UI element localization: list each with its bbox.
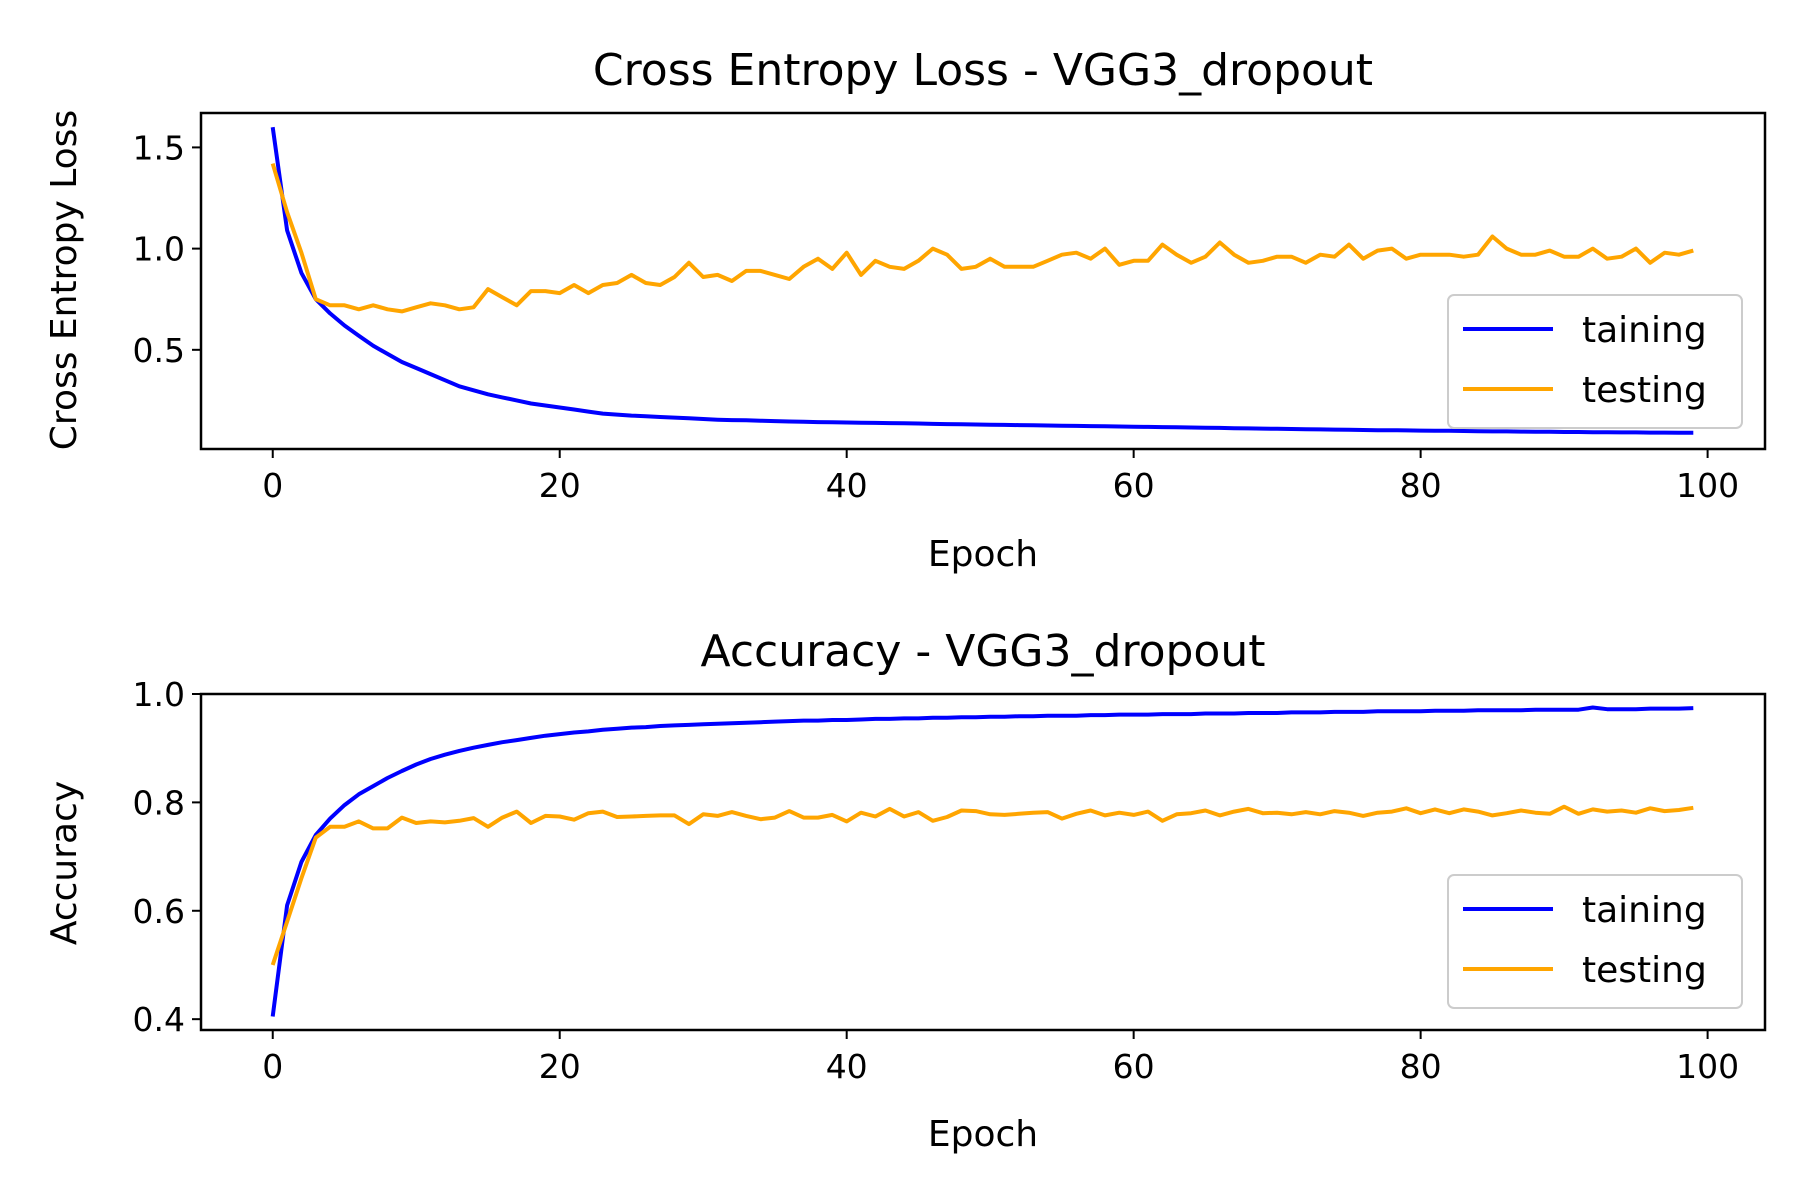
y-tick-label: 1.0 — [133, 675, 185, 714]
x-tick-label: 80 — [1400, 466, 1442, 505]
y-tick-label: 0.5 — [133, 331, 185, 370]
x-axis-label: Epoch — [928, 1114, 1038, 1155]
x-tick-label: 20 — [539, 1047, 581, 1086]
x-tick-label: 0 — [262, 466, 283, 505]
x-tick-label: 100 — [1676, 1047, 1739, 1086]
x-tick-label: 20 — [539, 466, 581, 505]
y-tick-label: 1.5 — [133, 128, 185, 167]
x-tick-label: 60 — [1113, 466, 1155, 505]
x-ticks: 0 20 40 60 80 100 — [262, 1030, 1739, 1086]
x-tick-label: 40 — [826, 1047, 868, 1086]
plot-frame — [199, 111, 1767, 451]
chart-title: Cross Entropy Loss - VGG3_dropout — [593, 45, 1373, 96]
y-ticks: 0.5 1.0 1.5 — [133, 128, 201, 370]
legend: taining testing — [1447, 294, 1743, 429]
y-tick-label: 0.4 — [133, 1000, 185, 1039]
x-tick-label: 80 — [1400, 1047, 1442, 1086]
legend-label-testing: testing — [1582, 370, 1707, 411]
legend-label-testing: testing — [1582, 950, 1707, 991]
series-line-taining — [270, 126, 1694, 435]
y-ticks: 0.4 0.6 0.8 1.0 — [133, 675, 201, 1039]
x-tick-label: 60 — [1113, 1047, 1155, 1086]
y-tick-label: 0.8 — [133, 783, 185, 822]
y-tick-label: 1.0 — [133, 230, 185, 269]
y-axis-label: Cross Entropy Loss — [44, 110, 85, 450]
x-tick-label: 0 — [262, 1047, 283, 1086]
chart-title: Accuracy - VGG3_dropout — [701, 626, 1266, 677]
loss-chart: Cross Entropy Loss - VGG3_dropout Epoch … — [44, 45, 1767, 575]
x-ticks: 0 20 40 60 80 100 — [262, 449, 1739, 505]
x-tick-label: 100 — [1676, 466, 1739, 505]
y-tick-label: 0.6 — [133, 892, 185, 931]
legend-label-taining: taining — [1582, 890, 1707, 931]
y-axis-label: Accuracy — [44, 781, 85, 945]
x-axis-label: Epoch — [928, 534, 1038, 575]
series-line-testing — [270, 163, 1694, 314]
series-lines — [270, 126, 1694, 435]
plot-frame — [199, 692, 1767, 1032]
series-line-testing — [270, 804, 1694, 966]
x-tick-label: 40 — [826, 466, 868, 505]
series-line-taining — [270, 705, 1694, 1017]
series-lines — [270, 705, 1694, 1017]
legend-label-taining: taining — [1582, 310, 1707, 351]
legend: taining testing — [1447, 874, 1743, 1009]
accuracy-chart: Accuracy - VGG3_dropout Epoch Accuracy 0… — [44, 626, 1767, 1155]
